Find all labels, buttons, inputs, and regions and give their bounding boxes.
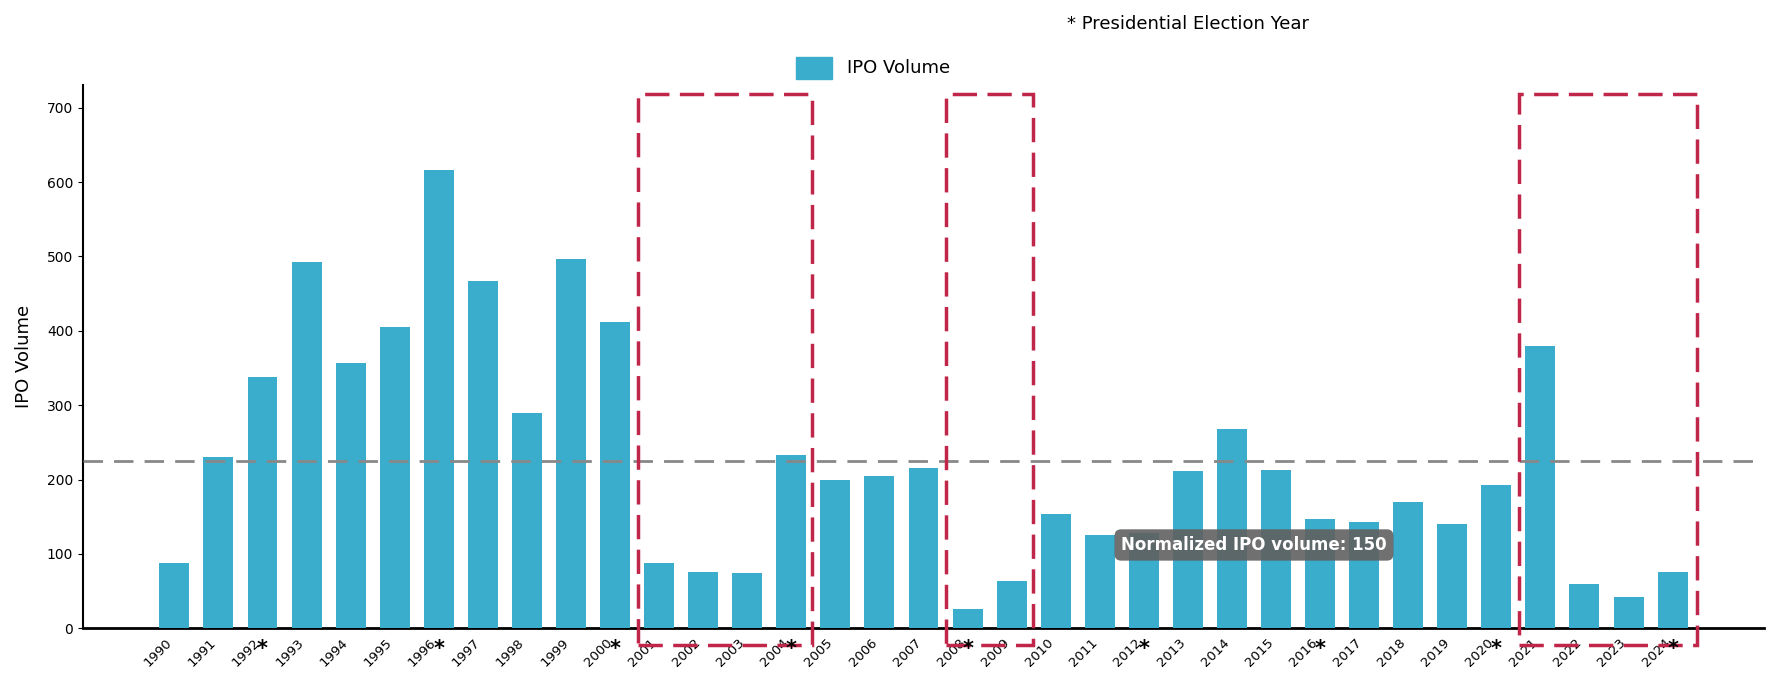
Bar xyxy=(1130,533,1158,628)
Text: *: * xyxy=(256,639,269,659)
Bar xyxy=(952,609,982,628)
Bar xyxy=(996,581,1026,628)
Bar xyxy=(644,563,674,628)
Text: *: * xyxy=(786,639,797,659)
Bar xyxy=(423,170,454,628)
Bar xyxy=(1172,471,1203,628)
Bar xyxy=(1482,484,1512,628)
Legend: IPO Volume: IPO Volume xyxy=(797,57,950,79)
Y-axis label: IPO Volume: IPO Volume xyxy=(14,305,34,408)
Bar xyxy=(1085,535,1115,628)
Bar xyxy=(160,563,189,628)
Text: *: * xyxy=(1491,639,1501,659)
Text: Normalized IPO volume: 150: Normalized IPO volume: 150 xyxy=(1121,536,1388,554)
Text: *: * xyxy=(1315,639,1325,659)
Bar xyxy=(1569,584,1599,628)
Bar xyxy=(468,281,498,628)
Bar xyxy=(379,327,409,628)
Bar xyxy=(909,468,939,628)
Bar xyxy=(512,413,543,628)
Bar xyxy=(1348,522,1379,628)
Bar xyxy=(292,262,322,628)
Text: *: * xyxy=(610,639,621,659)
Bar xyxy=(1306,519,1334,628)
Bar xyxy=(1217,429,1247,628)
Bar xyxy=(1261,470,1292,628)
Text: *: * xyxy=(1139,639,1149,659)
Bar xyxy=(203,457,233,628)
Bar xyxy=(946,94,1034,645)
Text: * Presidential Election Year: * Presidential Election Year xyxy=(1067,15,1309,34)
Bar xyxy=(733,573,761,628)
Bar xyxy=(865,476,895,628)
Bar xyxy=(776,455,806,628)
Bar xyxy=(600,322,630,628)
Bar xyxy=(557,259,585,628)
Text: *: * xyxy=(434,639,445,659)
Text: *: * xyxy=(1667,639,1678,659)
Bar xyxy=(1437,524,1468,628)
Bar xyxy=(1525,346,1555,628)
Bar xyxy=(1658,572,1688,628)
Bar xyxy=(1614,597,1644,628)
Bar xyxy=(820,480,850,628)
Bar xyxy=(1519,94,1697,645)
Bar xyxy=(1041,514,1071,628)
Bar xyxy=(639,94,813,645)
Bar xyxy=(688,572,719,628)
Bar xyxy=(247,377,278,628)
Bar xyxy=(336,363,366,628)
Text: *: * xyxy=(962,639,973,659)
Bar xyxy=(1393,502,1423,628)
